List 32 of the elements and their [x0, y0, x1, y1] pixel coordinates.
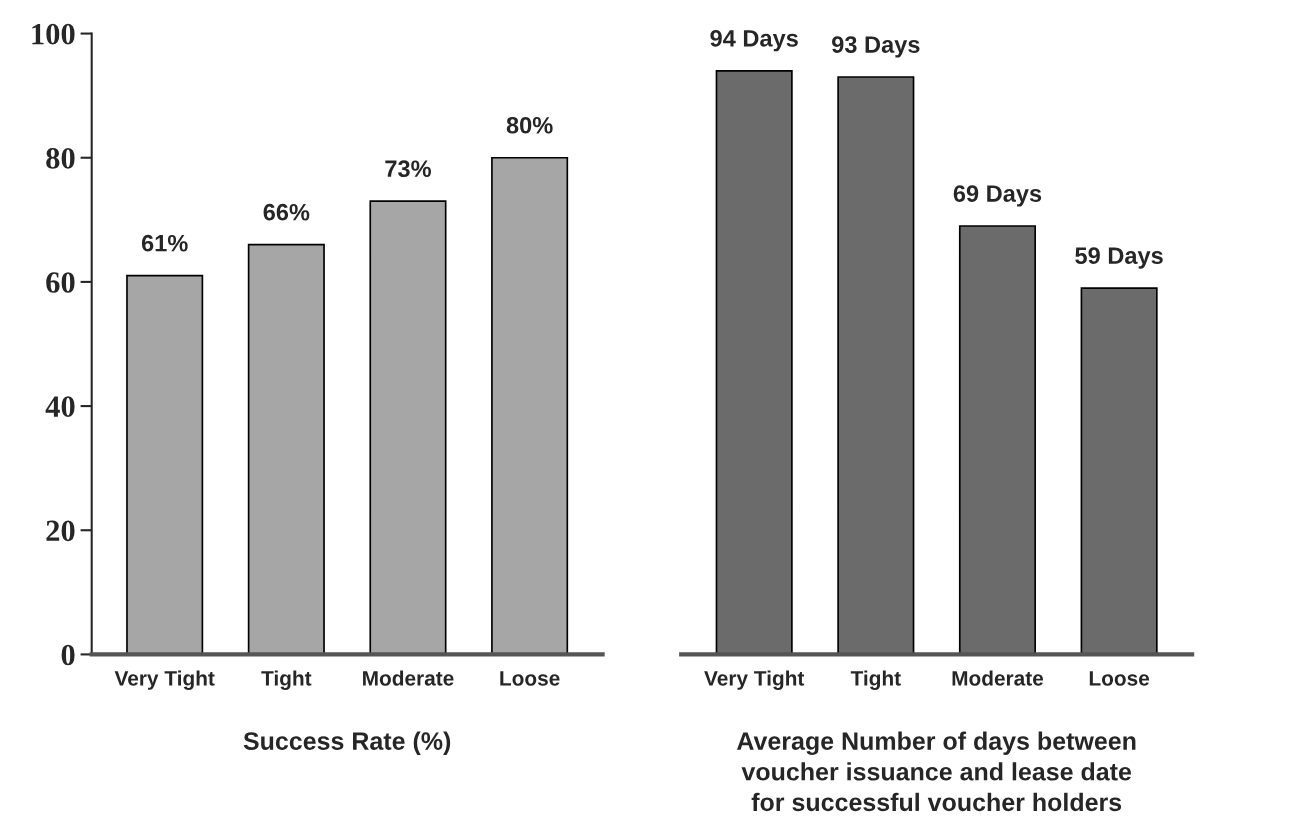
x-tick-label: Moderate [952, 670, 1044, 686]
y-tick-label: 0 [61, 644, 75, 666]
bar [369, 200, 447, 655]
x-tick-label: Very Tight [704, 670, 805, 690]
bar [491, 156, 569, 655]
data-label: 66% [263, 203, 310, 221]
x-tick-label: Moderate [363, 670, 454, 686]
bar [126, 274, 204, 655]
x-tick-label: Tight [261, 670, 312, 690]
data-label: 59 Days [1075, 247, 1163, 269]
x-tick-label: Loose [1089, 671, 1150, 686]
x-tick-label: Tight [850, 670, 901, 690]
data-label: 69 Days [953, 185, 1042, 207]
y-tick-label: 20 [46, 520, 75, 542]
bar [715, 69, 793, 655]
y-tick-label: 40 [45, 396, 75, 417]
bar [958, 225, 1037, 655]
y-tick-label: 80 [46, 148, 75, 169]
data-label: 94 Days [710, 29, 798, 52]
data-label: 73% [385, 160, 431, 178]
data-label: 93 Days [832, 36, 920, 58]
y-tick-label: 100 [32, 23, 75, 45]
x-tick-label: Very Tight [114, 670, 215, 690]
data-label: 80% [506, 116, 553, 134]
x-axis-title: Average Number of days between voucher issuance and lease date for successful voucher holders [737, 731, 1136, 812]
data-label: 61% [141, 234, 188, 252]
bar [247, 243, 325, 655]
x-axis-title: Success Rate (%) [243, 731, 451, 755]
x-tick-label: Loose [500, 671, 560, 686]
bar [1080, 287, 1158, 655]
bar [837, 76, 915, 655]
y-tick-label: 60 [46, 272, 75, 293]
